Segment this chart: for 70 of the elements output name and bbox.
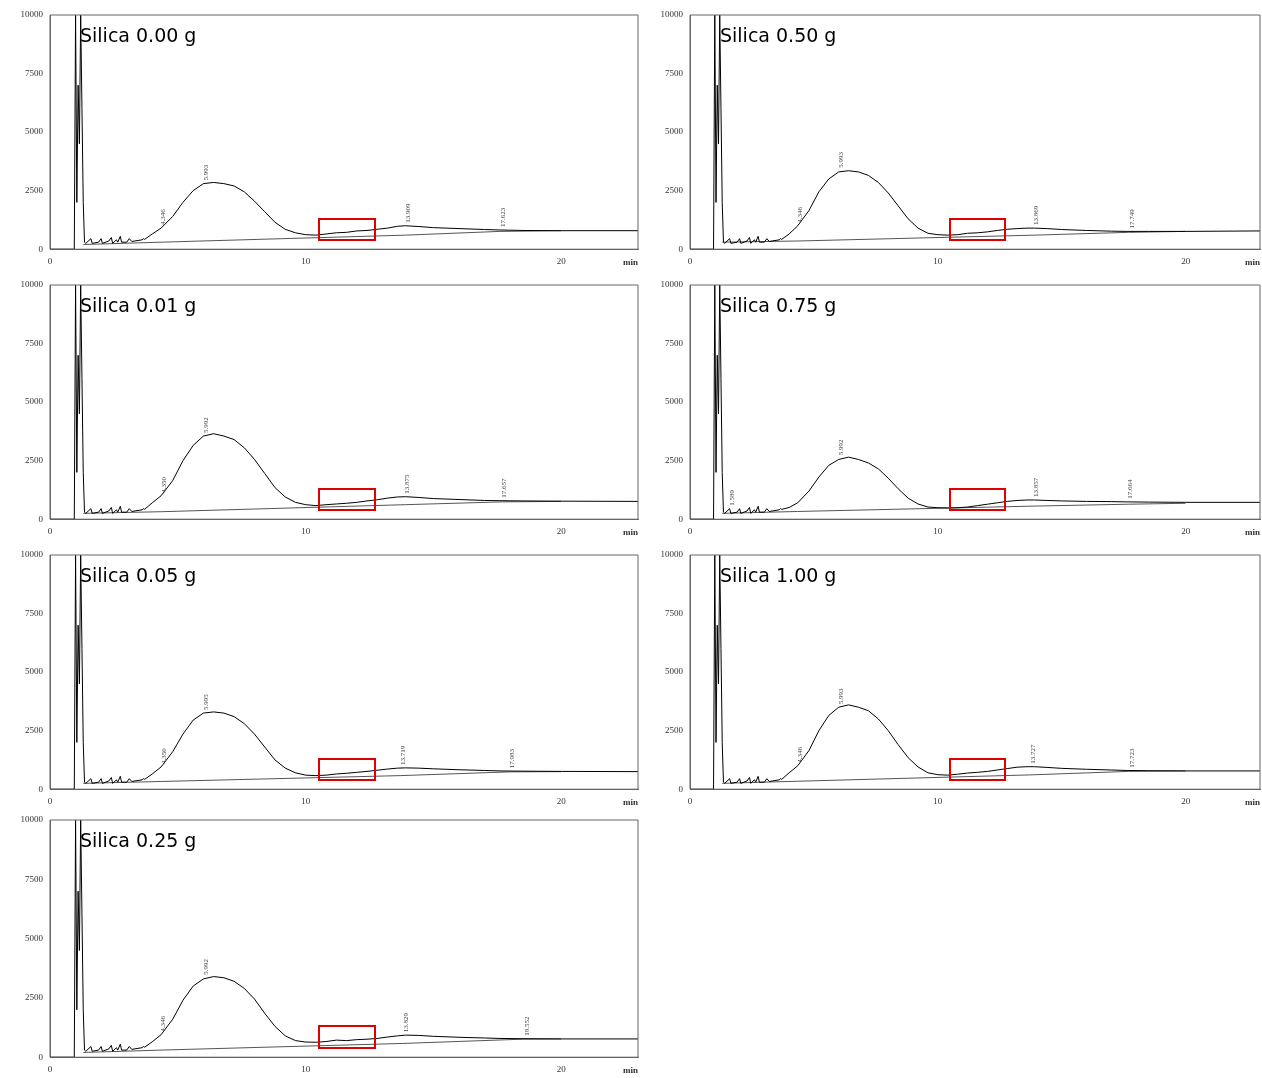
x-axis-title: min <box>1244 257 1260 268</box>
y-tick-label: 2500 <box>665 725 684 736</box>
text: Silica 0.25 g <box>80 829 197 852</box>
x-axis-title: min <box>1244 527 1260 538</box>
x-tick-label: 20 <box>1181 255 1191 266</box>
y-tick-label: 0 <box>38 513 44 524</box>
x-tick-label: 10 <box>301 525 311 536</box>
x-tick-label: 20 <box>556 525 567 536</box>
x-tick-label: 0 <box>47 1063 53 1074</box>
y-tick-label: 0 <box>38 243 44 254</box>
x-tick-label: 10 <box>933 795 943 806</box>
text: Silica 0.05 g <box>80 564 197 587</box>
x-tick-label: 0 <box>687 255 693 266</box>
y-tick-label: 7500 <box>25 337 44 348</box>
y-tick-label: 7500 <box>665 607 684 618</box>
y-tick-label: 0 <box>678 513 684 524</box>
y-tick-label: 0 <box>38 783 44 794</box>
x-tick-label: 20 <box>556 255 567 266</box>
y-tick-label: 2500 <box>25 992 44 1003</box>
y-tick-label: 2500 <box>25 455 44 466</box>
x-tick-label: 0 <box>687 525 693 536</box>
x-axis-title: min <box>622 527 638 538</box>
y-tick-label: 5000 <box>25 396 44 407</box>
x-tick-label: 10 <box>933 255 943 266</box>
text: Silica 0.50 g <box>720 24 837 47</box>
x-tick-label: 20 <box>1181 795 1191 806</box>
y-tick-label: 7500 <box>25 873 44 884</box>
y-tick-label: 5000 <box>665 666 684 677</box>
y-tick-label: 7500 <box>25 607 44 618</box>
text: Silica 1.00 g <box>720 564 837 587</box>
y-tick-label: 7500 <box>665 67 684 78</box>
y-tick-label: 10000 <box>20 814 44 825</box>
x-axis-title: min <box>622 1065 638 1076</box>
x-tick-label: 20 <box>556 1063 567 1074</box>
x-tick-label: 0 <box>47 255 53 266</box>
x-axis-title: min <box>1244 797 1260 808</box>
y-tick-label: 2500 <box>25 185 44 196</box>
x-tick-label: 20 <box>1181 525 1191 536</box>
text: Silica 0.01 g <box>80 294 197 317</box>
y-tick-label: 7500 <box>25 67 44 78</box>
x-tick-label: 10 <box>933 525 943 536</box>
y-tick-label: 0 <box>38 1051 44 1062</box>
x-tick-label: 10 <box>301 1063 311 1074</box>
y-tick-label: 2500 <box>25 725 44 736</box>
x-tick-label: 0 <box>47 795 53 806</box>
y-tick-label: 10000 <box>20 279 44 290</box>
x-axis-title: min <box>622 797 638 808</box>
x-tick-label: 0 <box>47 525 53 536</box>
y-tick-label: 5000 <box>665 126 684 137</box>
x-tick-label: 10 <box>301 795 311 806</box>
y-tick-label: 10000 <box>20 9 44 20</box>
y-tick-label: 5000 <box>25 126 44 137</box>
x-tick-label: 20 <box>556 795 567 806</box>
y-tick-label: 2500 <box>665 185 684 196</box>
y-tick-label: 0 <box>678 243 684 254</box>
y-tick-label: 10000 <box>660 279 684 290</box>
y-tick-label: 5000 <box>25 932 44 943</box>
y-tick-label: 5000 <box>665 396 684 407</box>
y-tick-label: 0 <box>678 783 684 794</box>
text: Silica 0.00 g <box>80 24 197 47</box>
x-tick-label: 10 <box>301 255 311 266</box>
y-tick-label: 2500 <box>665 455 684 466</box>
x-tick-label: 0 <box>687 795 693 806</box>
y-tick-label: 10000 <box>660 9 684 20</box>
y-tick-label: 5000 <box>25 666 44 677</box>
y-tick-label: 10000 <box>20 549 44 560</box>
y-tick-label: 10000 <box>660 549 684 560</box>
text: Silica 0.75 g <box>720 294 837 317</box>
x-axis-title: min <box>622 257 638 268</box>
y-tick-label: 7500 <box>665 337 684 348</box>
